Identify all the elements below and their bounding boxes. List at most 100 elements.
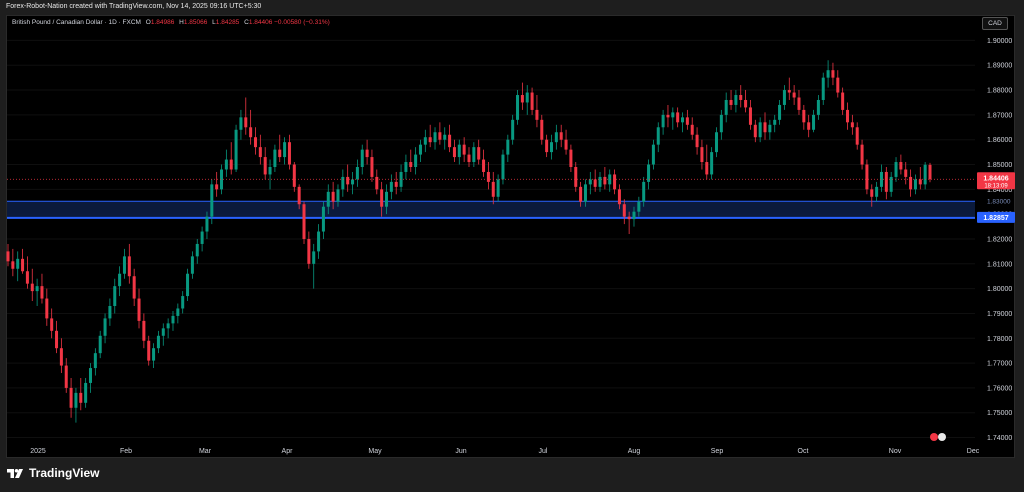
candle-body	[748, 107, 752, 125]
candle-body	[627, 216, 631, 220]
candle-body	[448, 134, 452, 148]
open-value: 1.84986	[150, 19, 175, 26]
candle-body	[714, 132, 718, 153]
symbol-name: British Pound / Canadian Dollar · 1D · F…	[12, 19, 141, 26]
candle-body	[758, 122, 762, 138]
high-value: 1.85066	[183, 19, 208, 26]
candle-body	[326, 191, 330, 207]
candle-body	[705, 162, 709, 175]
candle-body	[928, 164, 932, 180]
candle-body	[564, 139, 568, 150]
candle-body	[88, 368, 92, 383]
events-icon[interactable]	[930, 433, 946, 441]
candle-body	[632, 211, 636, 220]
candle-body	[831, 70, 835, 78]
price-tick-label: 1.81000	[987, 261, 1012, 268]
candle-body	[428, 137, 432, 143]
close-label: C	[244, 19, 249, 26]
tradingview-logo-icon	[7, 469, 23, 478]
candle-body	[375, 176, 379, 190]
candle-body	[341, 176, 345, 190]
price-tick-label: 1.75000	[987, 410, 1012, 417]
candle-body	[617, 189, 621, 205]
tradingview-brand[interactable]: TradingView	[7, 466, 99, 480]
candle-body	[482, 159, 486, 172]
candle-body	[30, 283, 34, 292]
candle-body	[380, 189, 384, 207]
price-tick-label: 1.78000	[987, 336, 1012, 343]
brand-name: TradingView	[29, 466, 100, 480]
low-value: 1.84285	[215, 19, 240, 26]
candle-body	[666, 114, 670, 118]
candle-body	[283, 142, 287, 158]
candle-body	[45, 298, 49, 319]
candle-body	[278, 149, 282, 158]
candle-body	[317, 231, 321, 252]
candle-body	[181, 296, 185, 309]
candle-body	[593, 179, 597, 187]
candle-body	[55, 330, 59, 349]
candle-body	[744, 99, 748, 108]
hidden-price-tick: 1.83000	[987, 198, 1011, 205]
candle-body	[84, 382, 88, 403]
candle-body	[346, 176, 350, 185]
time-tick-label: Sep	[711, 448, 724, 455]
candle-body	[850, 122, 854, 128]
candle-body	[321, 206, 325, 232]
last-price-value: 1.84406	[983, 175, 1008, 182]
candle-body	[244, 117, 248, 128]
candle-body	[229, 159, 233, 170]
candle-body	[579, 186, 583, 202]
time-axis[interactable]: 2025 Feb Mar Apr May Jun Jul Aug Sep Oct Nov Dec	[30, 448, 980, 455]
price-axis[interactable]: 1.90000 1.89000 1.88000 1.87000 1.86000 1.850…	[987, 38, 1012, 442]
candle-body	[661, 114, 665, 128]
candle-body	[21, 258, 25, 272]
candle-body	[535, 109, 539, 120]
candle-body	[6, 251, 10, 262]
time-tick-label: Jun	[455, 448, 466, 455]
event-marker-1	[930, 433, 938, 441]
candle-body	[11, 261, 15, 269]
support-zone[interactable]	[7, 200, 975, 219]
candle-body	[59, 348, 63, 366]
candle-body	[215, 184, 219, 190]
candle-body	[438, 132, 442, 140]
chart-caption: Forex-Robot-Nation created with TradingV…	[6, 3, 262, 10]
candle-body	[389, 181, 393, 192]
candle-body	[554, 132, 558, 143]
symbol-legend[interactable]: British Pound / Canadian Dollar · 1D · F…	[12, 19, 330, 26]
candle-body	[884, 171, 888, 192]
candle-body	[588, 179, 592, 185]
candle-body	[35, 286, 39, 292]
candle-body	[147, 340, 151, 361]
candle-body	[103, 318, 107, 336]
candle-body	[25, 271, 29, 284]
candle-body	[273, 149, 277, 167]
candle-body	[753, 124, 757, 138]
time-tick-label: Nov	[889, 448, 902, 455]
candle-body	[249, 127, 253, 138]
time-tick-label: Mar	[199, 448, 212, 455]
candle-body	[516, 95, 520, 120]
price-tick-label: 1.88000	[987, 88, 1012, 95]
candle-body	[210, 184, 214, 217]
candle-body	[802, 109, 806, 123]
candle-body	[821, 77, 825, 100]
candle-body	[807, 122, 811, 130]
candle-body	[598, 176, 602, 187]
candle-body	[161, 328, 165, 336]
candle-body	[608, 174, 612, 185]
candle-body	[239, 117, 243, 130]
footer-bar	[0, 458, 1024, 492]
candle-body	[486, 171, 490, 182]
candle-body	[287, 142, 291, 165]
grid-layer	[7, 39, 975, 439]
candle-body	[98, 335, 102, 354]
currency-button[interactable]: CAD	[982, 17, 1008, 30]
candle-body	[812, 114, 816, 130]
candle-body	[268, 167, 272, 175]
chart-frame[interactable]	[6, 15, 1015, 458]
price-tick-label: 1.77000	[987, 361, 1012, 368]
zone-price-value: 1.82857	[983, 215, 1008, 222]
